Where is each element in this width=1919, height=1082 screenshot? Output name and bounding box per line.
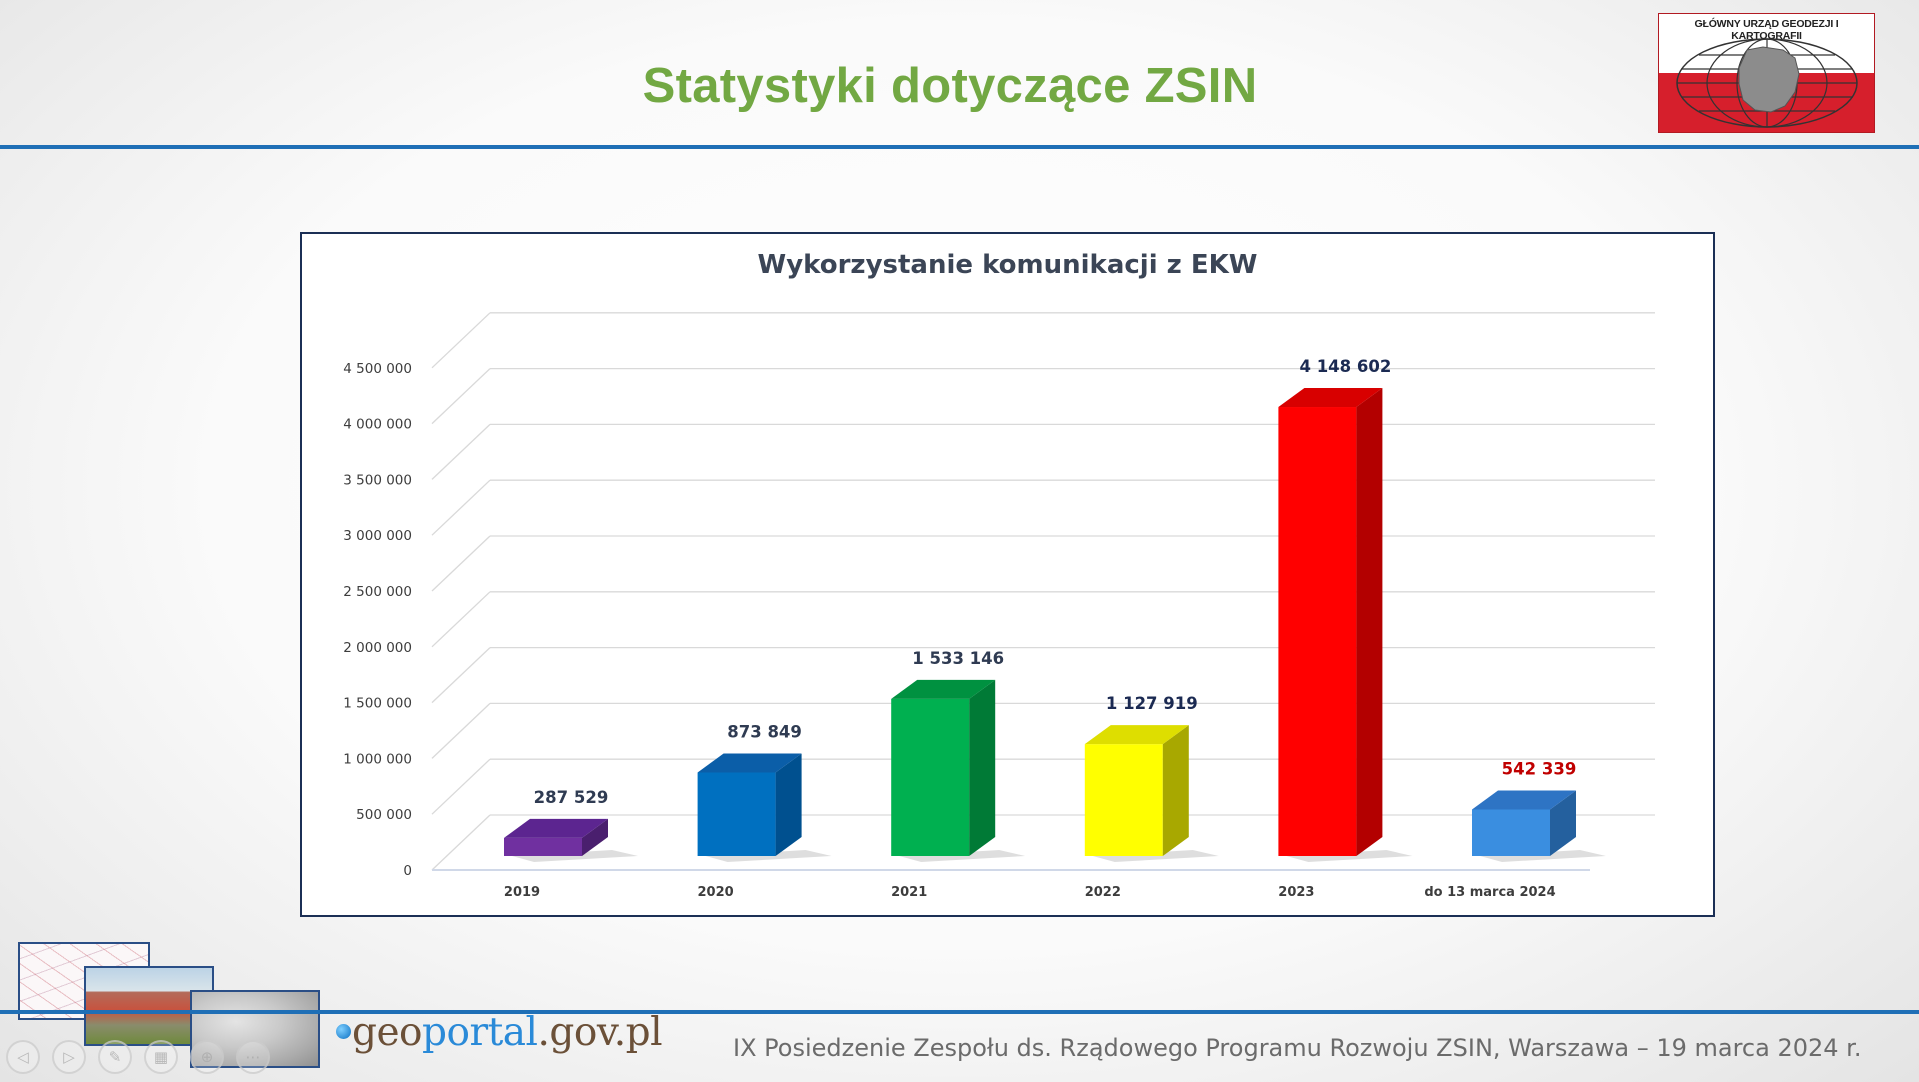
- bar-top: [1278, 388, 1383, 408]
- logo-text: GŁÓWNY URZĄD GEODEZJI I KARTOGRAFII: [1694, 18, 1839, 42]
- geoportal-portal: portal: [422, 1010, 538, 1055]
- data-label: 1 127 919: [1106, 694, 1198, 713]
- next-icon[interactable]: ▷: [52, 1040, 86, 1074]
- bar-top: [1084, 725, 1189, 745]
- top-divider: [0, 145, 1919, 149]
- chart-frame: [300, 232, 1715, 917]
- geoportal-logo: geoportal.gov.pl: [336, 1010, 663, 1055]
- y-tick-label: 1 000 000: [343, 751, 412, 767]
- y-tick-label: 500 000: [356, 807, 412, 823]
- x-tick-label: 2019: [504, 885, 540, 900]
- x-tick-label: 2020: [698, 885, 734, 900]
- pen-icon[interactable]: ✎: [98, 1040, 132, 1074]
- bar: [504, 837, 582, 856]
- chart-title: Wykorzystanie komunikacji z EKW: [757, 250, 1258, 280]
- bar-side: [1550, 790, 1576, 856]
- slides-grid-icon[interactable]: ▦: [144, 1040, 178, 1074]
- more-icon[interactable]: ⋯: [236, 1040, 270, 1074]
- y-tick-label: 3 000 000: [343, 528, 412, 544]
- gridline-depth: [431, 423, 491, 480]
- bar-side: [969, 679, 996, 856]
- x-tick-label: 2021: [891, 885, 927, 900]
- zoom-icon[interactable]: ⊕: [190, 1040, 224, 1074]
- y-tick-label: 3 500 000: [343, 472, 412, 488]
- bar-side: [582, 818, 608, 856]
- gugik-logo: GŁÓWNY URZĄD GEODEZJI I KARTOGRAFII: [1658, 13, 1875, 133]
- y-tick-label: 4 500 000: [343, 361, 412, 377]
- y-tick-label: 2 000 000: [343, 640, 412, 656]
- y-tick-label: 1 500 000: [343, 696, 412, 712]
- bar-side: [1162, 725, 1189, 856]
- previous-icon[interactable]: ◁: [6, 1040, 40, 1074]
- bar: [1472, 809, 1550, 856]
- data-label: 542 339: [1502, 759, 1577, 778]
- bar-top: [891, 679, 996, 699]
- bar-group: 4 148 602 2023: [1278, 357, 1413, 900]
- bar-group: 1 533 146 2021: [891, 649, 1026, 900]
- bar-group: 1 127 919 2022: [1085, 694, 1219, 900]
- slide-title: Statystyki dotyczące ZSIN: [642, 59, 1258, 113]
- gridline-depth: [431, 702, 491, 759]
- bar: [1278, 407, 1357, 856]
- footer-text: IX Posiedzenie Zespołu ds. Rządowego Pro…: [733, 1034, 1862, 1062]
- geoportal-dot-icon: [336, 1024, 351, 1039]
- bar-top: [1472, 790, 1576, 810]
- bar: [1084, 744, 1163, 856]
- gridline-depth: [431, 368, 491, 425]
- y-tick-label: 0: [403, 863, 412, 879]
- data-label: 873 849: [727, 722, 802, 741]
- x-tick-label: 2022: [1085, 885, 1121, 900]
- bar-top: [697, 753, 802, 773]
- geoportal-geo: geo: [352, 1010, 423, 1055]
- gridline-depth: [431, 758, 491, 815]
- gridline-depth: [431, 535, 491, 592]
- bar: [697, 772, 776, 856]
- x-tick-label: do 13 marca 2024: [1424, 885, 1555, 900]
- bar-group: 287 529 2019: [504, 788, 638, 900]
- bar-side: [1356, 388, 1383, 856]
- data-label: 1 533 146: [912, 649, 1004, 668]
- y-tick-label: 4 000 000: [343, 417, 412, 433]
- gridline-depth: [431, 647, 491, 704]
- gridline-depth: [431, 312, 491, 369]
- x-tick-label: 2023: [1278, 885, 1314, 900]
- bar-top: [504, 818, 608, 838]
- gridline-depth: [431, 591, 491, 648]
- bottom-divider: [0, 1010, 1919, 1014]
- bar-group: 873 849 2020: [698, 722, 832, 900]
- data-label: 4 148 602: [1299, 357, 1391, 376]
- bar: [891, 698, 970, 856]
- gridline-depth: [431, 479, 491, 536]
- y-tick-label: 2 500 000: [343, 584, 412, 600]
- data-label: 287 529: [534, 788, 609, 807]
- bar-side: [775, 753, 802, 856]
- globe-icon: [1676, 38, 1858, 128]
- geoportal-domain: .gov.pl: [537, 1010, 663, 1055]
- bar-group: 542 339 do 13 marca 2024: [1424, 759, 1606, 900]
- gridline-depth: [431, 814, 491, 871]
